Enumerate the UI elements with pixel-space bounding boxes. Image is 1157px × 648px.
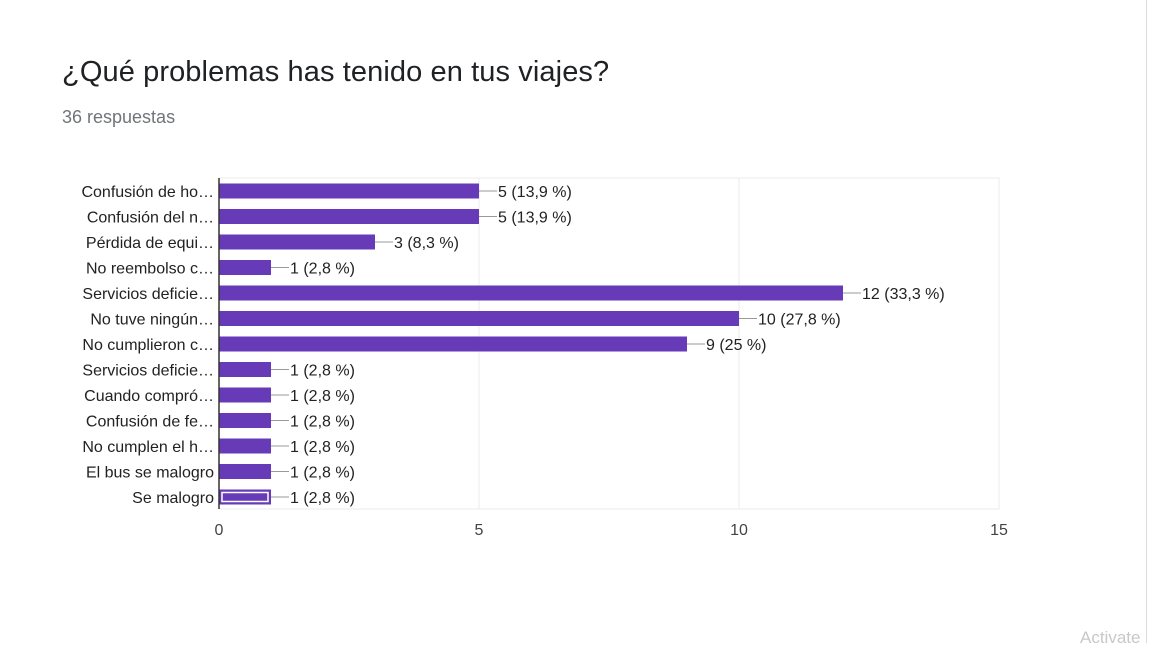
data-label: 9 (25 %) xyxy=(706,337,766,354)
data-label: 1 (2,8 %) xyxy=(290,439,355,456)
data-label: 5 (13,9 %) xyxy=(498,210,572,227)
category-label: El bus se malogro xyxy=(86,465,214,482)
data-label: 1 (2,8 %) xyxy=(290,261,355,278)
data-label: 1 (2,8 %) xyxy=(290,414,355,431)
data-label: 1 (2,8 %) xyxy=(290,388,355,405)
bar xyxy=(219,260,271,275)
x-tick-label: 10 xyxy=(730,522,748,539)
category-label: Confusión del n… xyxy=(87,210,214,227)
bar xyxy=(219,234,375,250)
bar xyxy=(219,209,479,224)
bar-highlight xyxy=(221,491,269,503)
x-tick-label: 5 xyxy=(475,522,484,539)
x-tick-label: 0 xyxy=(215,522,224,539)
data-label: 5 (13,9 %) xyxy=(498,184,572,201)
category-label: No cumplieron c… xyxy=(82,337,214,354)
bar xyxy=(219,362,271,377)
question-title: ¿Qué problemas has tenido en tus viajes? xyxy=(62,56,610,88)
data-label: 12 (33,3 %) xyxy=(862,286,945,303)
data-label: 3 (8,3 %) xyxy=(394,235,459,252)
category-label: No cumplen el h… xyxy=(82,439,214,456)
data-label: 1 (2,8 %) xyxy=(290,490,355,507)
x-tick-label: 15 xyxy=(990,522,1008,539)
bar xyxy=(219,336,687,352)
category-label: Se malogro xyxy=(132,490,214,507)
data-label: 10 (27,8 %) xyxy=(758,312,841,329)
activate-watermark: Activate xyxy=(1080,628,1141,647)
category-label: Confusión de ho… xyxy=(81,184,214,201)
page-edge xyxy=(1146,0,1157,643)
category-label: Servicios deficie… xyxy=(82,286,214,303)
data-label: 1 (2,8 %) xyxy=(290,363,355,380)
bar xyxy=(219,464,271,479)
data-label: 1 (2,8 %) xyxy=(290,465,355,482)
category-label: No tuve ningún… xyxy=(90,312,214,329)
bar xyxy=(219,413,271,428)
category-label: No reembolso c… xyxy=(86,261,214,278)
category-label: Pérdida de equi… xyxy=(86,235,214,252)
bar xyxy=(219,311,739,326)
bar xyxy=(219,183,479,199)
category-label: Servicios deficie… xyxy=(82,363,214,380)
bar xyxy=(219,285,843,301)
category-label: Cuando compró… xyxy=(84,388,214,405)
bar xyxy=(219,438,271,454)
category-label: Confusión de fe… xyxy=(86,414,214,431)
response-count: 36 respuestas xyxy=(62,107,176,127)
bar xyxy=(219,387,271,403)
